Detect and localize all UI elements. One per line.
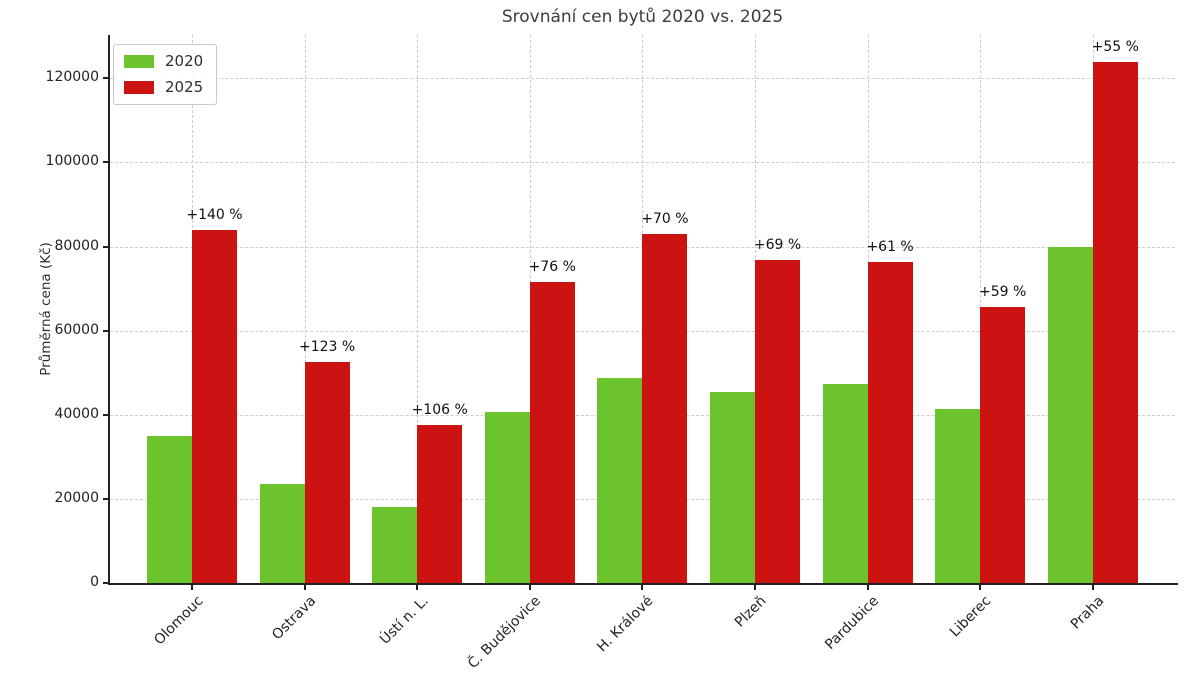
bar-annotation-liberec: +59 % xyxy=(979,283,1027,300)
y-tick-mark xyxy=(103,329,109,332)
plot-area: +140 % +123 % +106 % +76 % +70 % +69 % +61 % +5… xyxy=(110,35,1175,583)
legend-item-2020: 2020 xyxy=(124,52,203,70)
x-tick-label-olomouc: Olomouc xyxy=(150,593,207,649)
x-tick-mark xyxy=(754,585,756,590)
vertical-gridline xyxy=(417,35,419,583)
x-tick-label-st-n-l: Ústí n. L. xyxy=(376,593,432,648)
legend-label-2025: 2025 xyxy=(165,78,204,96)
bar-annotation-st-n-l: +106 % xyxy=(411,402,468,419)
chart-title: Srovnání cen bytů 2020 vs. 2025 xyxy=(501,7,784,27)
legend-item-2025: 2025 xyxy=(124,78,203,96)
y-tick-mark xyxy=(103,497,109,500)
bar-2020-plze xyxy=(710,392,755,583)
x-tick-mark xyxy=(191,585,193,590)
bar-2025-praha xyxy=(1092,61,1138,583)
bar-annotation-pardubice: +61 % xyxy=(866,239,914,256)
x-tick-mark xyxy=(866,585,869,590)
y-tick-label: 100000 xyxy=(45,153,99,170)
bar-annotation-plze: +69 % xyxy=(753,237,802,254)
bar-2020-olomouc xyxy=(147,435,192,583)
x-tick-mark xyxy=(416,585,419,590)
x-tick-mark xyxy=(979,585,982,590)
bar-2025-ostrava xyxy=(304,362,350,583)
bar-2020-liberec xyxy=(935,409,981,583)
y-tick-mark xyxy=(103,245,109,248)
bar-2025-bud-jovice xyxy=(529,282,575,583)
x-tick-label-bud-jovice: Č. Budějovice xyxy=(465,593,545,672)
y-tick-mark xyxy=(103,77,109,80)
x-tick-mark xyxy=(1091,585,1094,590)
bar-2025-olomouc xyxy=(192,229,237,583)
y-tick-mark xyxy=(103,582,109,584)
bar-2020-ostrava xyxy=(259,484,305,583)
vertical-gridline xyxy=(304,35,306,583)
x-tick-label-liberec: Liberec xyxy=(947,593,995,641)
y-tick-mark xyxy=(103,413,109,416)
bar-2020-praha xyxy=(1047,246,1093,583)
bar-annotation-h-kr-lov: +70 % xyxy=(641,210,689,227)
bar-2020-h-kr-lov xyxy=(597,377,643,583)
bar-2025-plze xyxy=(755,260,800,583)
bar-2025-liberec xyxy=(980,306,1026,583)
legend-label-2020: 2020 xyxy=(165,52,204,70)
x-tick-mark xyxy=(641,585,644,590)
y-tick-label: 20000 xyxy=(54,489,99,506)
x-tick-label-praha: Praha xyxy=(1067,593,1108,633)
bar-2020-bud-jovice xyxy=(484,412,530,583)
y-tick-label: 80000 xyxy=(54,237,99,254)
bar-annotation-olomouc: +140 % xyxy=(186,206,243,223)
y-tick-label: 0 xyxy=(90,574,99,590)
y-tick-label: 120000 xyxy=(45,69,99,86)
x-tick-mark xyxy=(528,585,531,590)
bar-annotation-bud-jovice: +76 % xyxy=(528,259,576,276)
bar-annotation-praha: +55 % xyxy=(1091,38,1139,55)
legend-swatch-2020 xyxy=(124,54,154,68)
bar-annotation-ostrava: +123 % xyxy=(298,339,356,356)
x-tick-label-pardubice: Pardubice xyxy=(821,593,882,653)
bar-2020-st-n-l xyxy=(372,506,418,583)
y-tick-label: 60000 xyxy=(54,321,99,338)
x-tick-label-plze: Plzeň xyxy=(731,593,770,631)
bar-2025-h-kr-lov xyxy=(642,233,688,583)
bar-2025-pardubice xyxy=(867,262,913,583)
y-tick-label: 40000 xyxy=(54,405,99,422)
x-tick-label-ostrava: Ostrava xyxy=(268,593,319,644)
legend: 2020 2025 xyxy=(113,44,218,105)
x-tick-label-h-kr-lov: H. Králové xyxy=(594,593,657,656)
y-tick-mark xyxy=(103,161,109,164)
y-axis-label: Průměrná cena (Kč) xyxy=(38,242,54,376)
y-axis-spine xyxy=(108,35,110,585)
bar-2020-pardubice xyxy=(822,383,868,583)
x-tick-mark xyxy=(303,585,306,590)
x-axis-spine xyxy=(108,583,1178,585)
bar-2025-st-n-l xyxy=(417,425,463,583)
legend-swatch-2025 xyxy=(124,80,154,94)
